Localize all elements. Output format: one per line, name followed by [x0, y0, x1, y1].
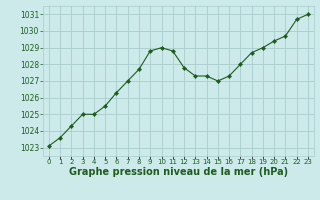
X-axis label: Graphe pression niveau de la mer (hPa): Graphe pression niveau de la mer (hPa) — [69, 167, 288, 177]
